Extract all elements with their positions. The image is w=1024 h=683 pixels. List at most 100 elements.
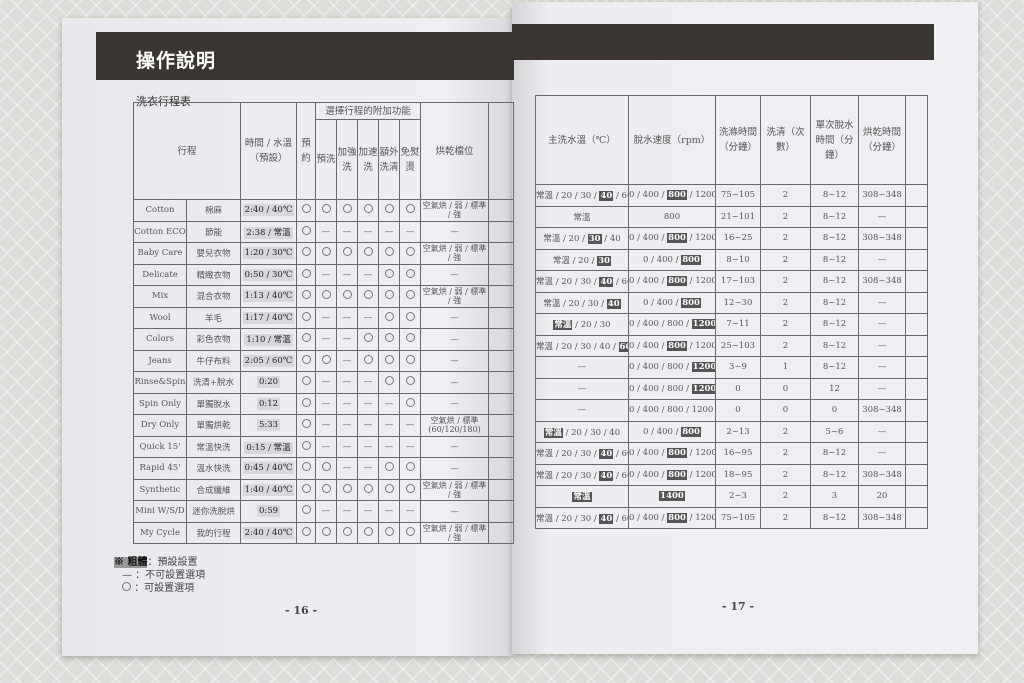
dash-icon: — [321,398,331,409]
option-cell-0 [296,414,317,437]
circle-icon [301,204,311,214]
circle-icon [363,333,373,343]
spin-value: 3 [810,485,859,508]
dash-icon: — [363,398,373,409]
rinse-value: 2 [760,420,811,443]
program-zh: 單獨脫水 [185,392,242,415]
option-cell-1: — [315,371,338,394]
option-cell-0 [296,457,317,480]
table-row: 常溫 / 20 / 30 / 40 / 60 / 900 / 400 / 800… [535,270,928,293]
dash-icon: — [363,269,373,280]
option-cell-3 [357,478,380,501]
table-row: Cotton ECO 節能 2:38 / 常溫 — — — — — — [133,220,515,243]
circle-icon [321,526,331,536]
blank-cell [905,184,928,207]
circle-icon [384,354,394,364]
time-temp: 1:17 / 40℃ [240,306,298,329]
circle-icon [301,290,311,300]
blank-cell [905,506,928,529]
default-value: 800 [681,254,701,265]
table-row: 常溫 / 20 / 30 / 40 / 60 / 900 / 400 / 800… [535,184,928,207]
blank-cell [488,435,515,458]
option-cell-5 [399,285,422,308]
time-temp: 1:13 / 40℃ [240,285,298,308]
program-en: Colors [133,328,187,351]
legend-bold-key: ※ 粗體 [114,557,148,568]
table-row: Synthetic 合成纖維 1:40 / 40℃ 空氣烘 / 弱 / 標準 / 強 [133,478,515,501]
option-cell-3: — [357,371,380,394]
spin-value: 8~12 [810,205,859,228]
dry-level: — [420,263,490,286]
program-en: Jeans [133,349,187,372]
table-row: Delicate 精緻衣物 0:50 / 30℃ — — — — [133,263,515,286]
blank-cell [905,227,928,250]
header-blank [905,95,928,185]
table-row: 常溫 / 20 / 30 / 40 / 600 / 400 / 800 / 12… [535,463,928,486]
circle-icon [363,526,373,536]
dash-icon: — [384,420,394,431]
circle-icon [405,204,415,214]
circle-icon [405,311,415,321]
circle-icon [405,397,415,407]
option-cell-1: — [315,263,338,286]
circle-icon [405,354,415,364]
dash-icon: — [384,506,394,517]
circle-icon [405,333,415,343]
time-temp: 0:59 [240,500,298,523]
circle-icon [342,483,352,493]
time-temp-value: 1:13 / 40℃ [242,290,295,303]
program-en: Rapid 45' [133,457,187,480]
circle-icon [301,397,311,407]
option-cell-2: — [336,306,359,329]
option-cell-3 [357,199,380,222]
circle-icon [363,290,373,300]
wash-value: 25~103 [715,334,761,357]
dry-level: — [420,392,490,415]
option-cell-4: — [378,414,401,437]
blank-cell [905,270,928,293]
legend-circle-text: ：可設置選項 [134,583,195,594]
circle-icon [321,462,331,472]
option-cell-0 [296,435,317,458]
rinse-value: 2 [760,227,811,250]
option-cell-3: — [357,220,380,243]
table-row: 常溫 / 20 / 30 / 40 0 / 400 / 800 / 1200 16~… [535,227,928,250]
circle-icon [301,440,311,450]
program-zh: 精緻衣物 [185,263,242,286]
option-cell-0 [296,328,317,351]
blank-cell [488,521,515,544]
option-cell-3: — [357,500,380,523]
option-cell-5 [399,478,422,501]
program-zh: 嬰兒衣物 [185,242,242,265]
blank-cell [488,349,515,372]
rinse-value: 0 [760,377,811,400]
blank-cell [905,442,928,465]
option-cell-2 [336,521,359,544]
program-zh: 單獨烘乾 [185,414,242,437]
page-title: 操作說明 [136,50,217,72]
default-value: 30 [587,234,602,245]
option-cell-4 [378,263,401,286]
default-value: 常溫 [553,320,573,331]
program-en: Synthetic [133,478,187,501]
wash-value: 7~11 [715,313,761,336]
spin-value: 8~12 [810,463,859,486]
dry-level: 空氣烘 / 弱 / 標準 / 強 [420,285,490,308]
blank-cell [488,457,515,480]
header-dry-time: 烘乾時間（分鐘） [858,95,906,185]
table-row: —0 / 400 / 800 / 1200 / 1400000308~348 [535,399,928,422]
dry-value: 308~348 [858,463,906,486]
dash-icon: — [321,420,331,431]
program-en: My Cycle [133,521,187,544]
option-cell-4: — [378,220,401,243]
temp-options: — [535,356,629,379]
option-cell-1: — [315,435,338,458]
dash-icon: — [321,441,331,452]
circle-icon [301,483,311,493]
default-value: 1200 [691,319,716,330]
temp-options: 常溫 / 20 / 30 / 40 / 60 / 90 [535,334,629,357]
spin-value: 8~12 [810,442,859,465]
rinse-value: 1 [760,356,811,379]
circle-icon [405,526,415,536]
header-option-4: 額外洗清 [378,119,401,200]
